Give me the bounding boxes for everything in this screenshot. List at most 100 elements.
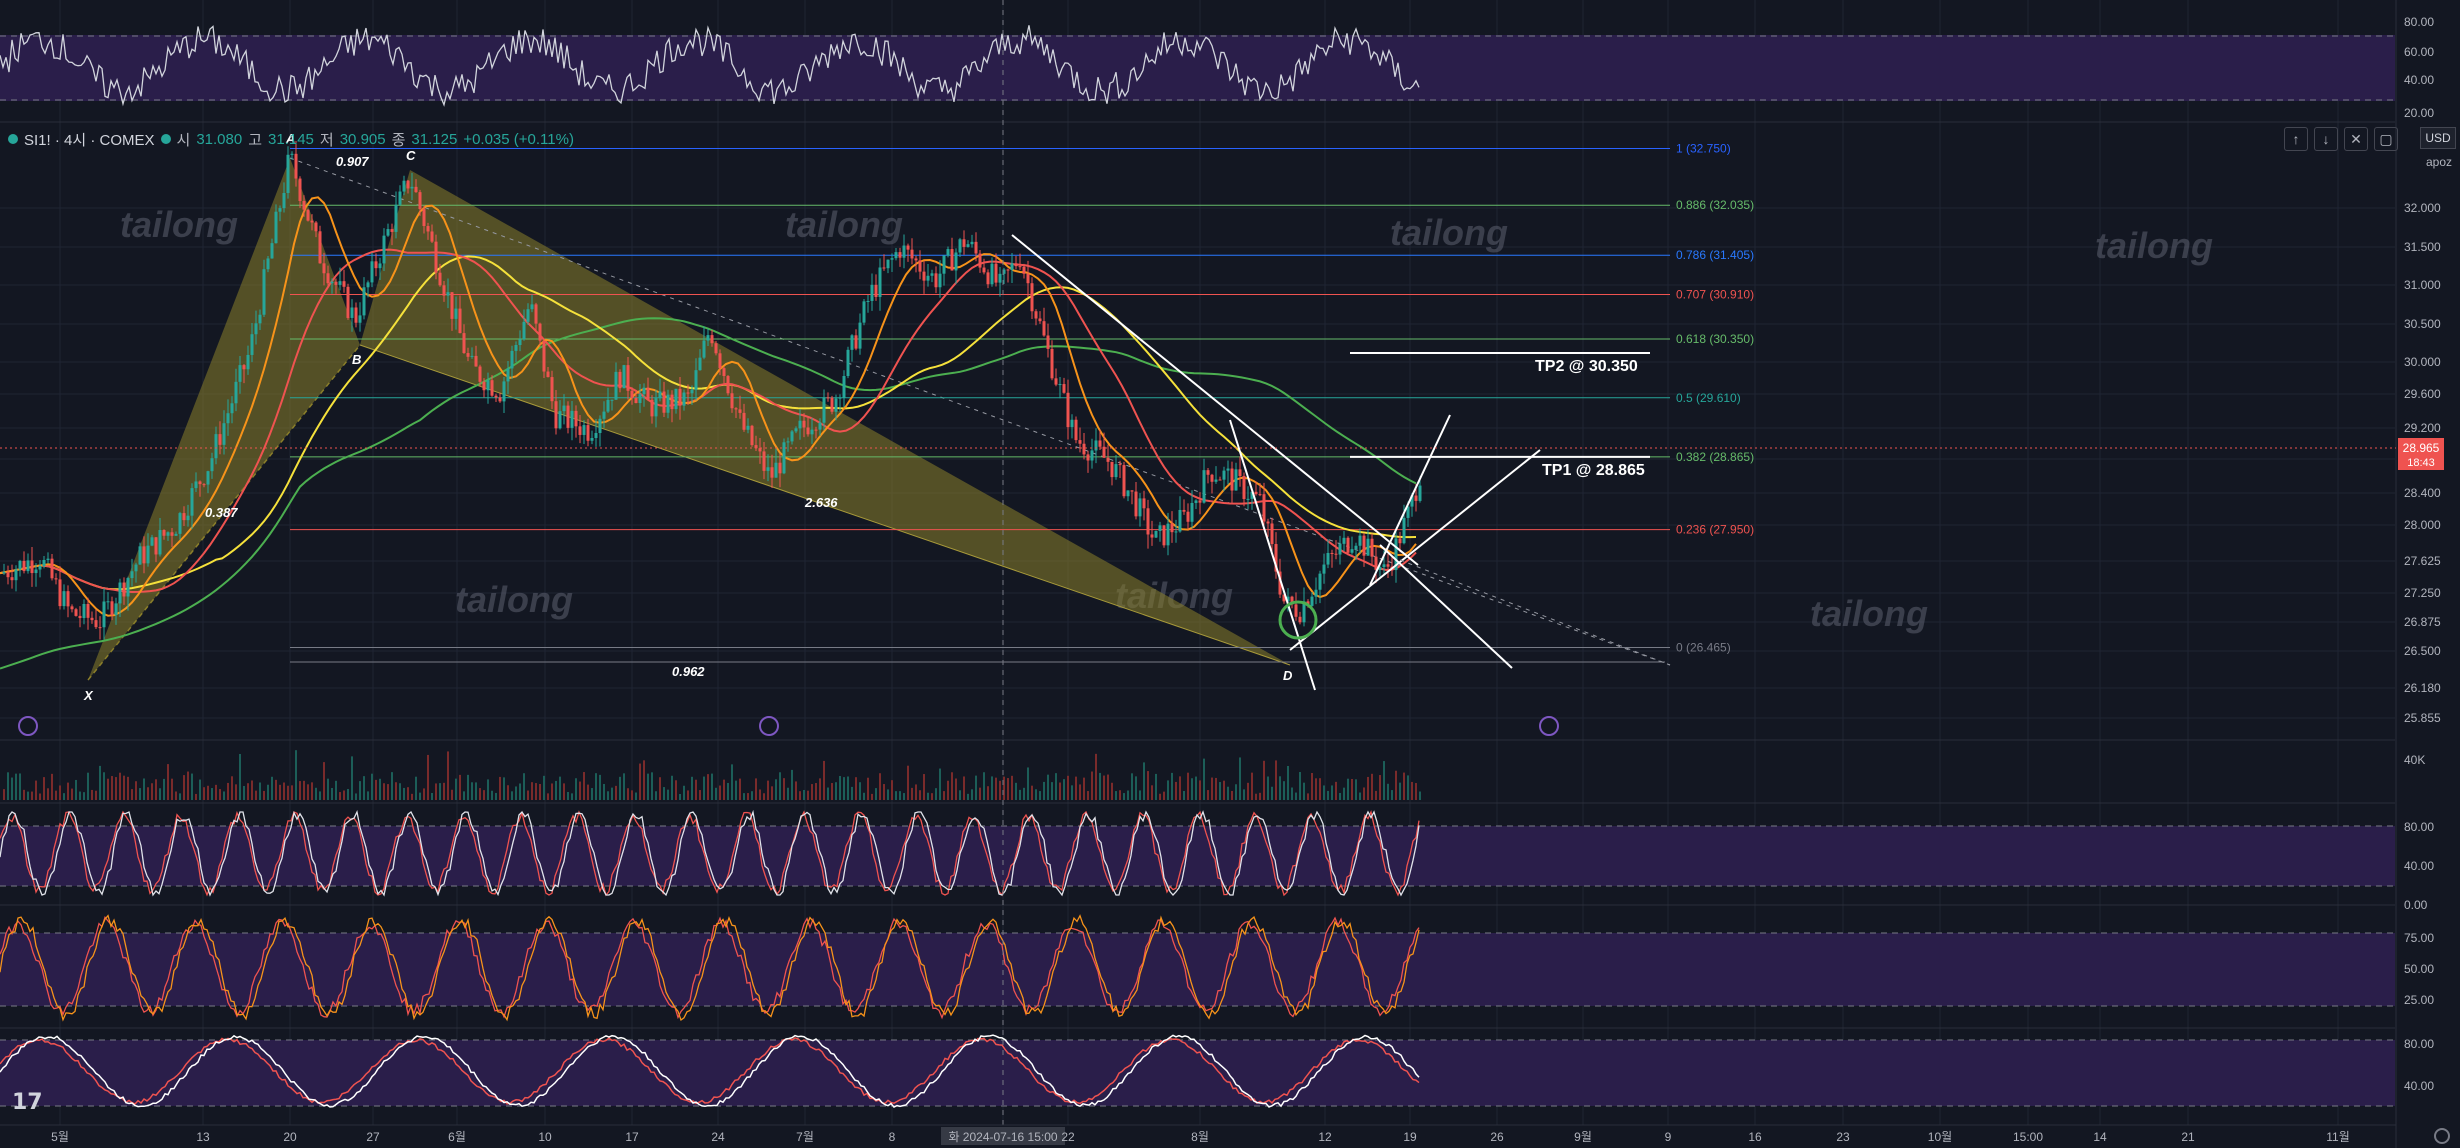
candle-body	[1094, 440, 1098, 451]
candle-body	[942, 255, 946, 274]
volume-bar	[1079, 784, 1081, 800]
candle-body	[10, 577, 14, 581]
candle-body	[478, 366, 482, 382]
volume-bar	[1195, 776, 1197, 800]
volume-bar	[1355, 779, 1357, 800]
jump-arrow-icon[interactable]	[1539, 716, 1559, 736]
volume-bar	[731, 764, 733, 800]
move-down-button[interactable]: ↓	[2314, 127, 2338, 151]
time-axis-label: 12	[1318, 1130, 1332, 1144]
volume-bar	[323, 762, 325, 800]
candle-body	[86, 603, 90, 618]
ma-mid-line	[0, 248, 1417, 594]
time-axis-label: 5월	[51, 1130, 69, 1144]
move-up-button[interactable]: ↑	[2284, 127, 2308, 151]
volume-bar	[391, 772, 393, 800]
candle-body	[118, 582, 122, 604]
volume-bar	[1291, 787, 1293, 800]
candle-body	[162, 530, 166, 536]
volume-bar	[1179, 776, 1181, 800]
time-axis-label: 8	[889, 1130, 896, 1144]
settings-gear-icon[interactable]	[2434, 1128, 2450, 1144]
volume-bar	[515, 786, 517, 800]
collapse-button[interactable]: ✕	[2344, 127, 2368, 151]
volume-bar	[1107, 774, 1109, 800]
candle-body	[98, 627, 102, 629]
price-axis-label: 31.500	[2404, 240, 2441, 254]
pane3-axis-label: 50.00	[2404, 962, 2434, 976]
candle-body	[334, 281, 338, 285]
volume-bar	[1271, 786, 1273, 800]
volume-bar	[1375, 790, 1377, 800]
candle-body	[1154, 530, 1158, 538]
candle-body	[1298, 616, 1302, 623]
candle-body	[910, 249, 914, 259]
jump-arrow-icon[interactable]	[18, 716, 38, 736]
volume-bar	[187, 771, 189, 800]
candle-body	[646, 387, 650, 400]
candle-body	[266, 258, 270, 270]
candle-body	[126, 578, 130, 597]
volume-bar	[627, 788, 629, 800]
nav-arrows[interactable]	[18, 716, 1559, 736]
volume-bar	[167, 764, 169, 800]
scale-mode-selector[interactable]: apoz	[2425, 155, 2453, 169]
candle-body	[1206, 470, 1210, 475]
volume-bar	[1171, 772, 1173, 800]
volume-bar	[779, 772, 781, 800]
volume-bar	[875, 788, 877, 800]
candle-body	[534, 304, 538, 324]
volume-bar	[1207, 790, 1209, 800]
candle-body	[106, 601, 110, 603]
restore-button[interactable]: ▢	[2374, 127, 2398, 151]
price-axis[interactable]: 32.000 31.500 31.000 30.500 30.000 29.600 29.2…	[2404, 15, 2441, 1093]
candle-body	[66, 591, 70, 607]
candle-body	[762, 451, 766, 471]
candle-body	[1274, 544, 1278, 572]
volume-bar	[727, 782, 729, 800]
candle-body	[1270, 523, 1274, 545]
volume-bar	[679, 793, 681, 800]
price-axis-label: 26.875	[2404, 615, 2441, 629]
current-price-box	[2398, 438, 2444, 470]
candle-body	[302, 201, 306, 210]
candle-body	[1294, 604, 1298, 617]
price-axis-label: 31.000	[2404, 278, 2441, 292]
symbol-label[interactable]: SI1! · 4시 · COMEX	[24, 131, 155, 149]
volume-bar	[927, 792, 929, 800]
volume-bar	[931, 793, 933, 800]
candle-body	[1002, 269, 1006, 274]
candle-body	[410, 186, 414, 189]
candle-body	[610, 399, 614, 401]
volume-bar	[943, 791, 945, 800]
candle-body	[598, 418, 602, 433]
jump-arrow-icon[interactable]	[759, 716, 779, 736]
candle-body	[558, 411, 562, 429]
candle-body	[442, 285, 446, 296]
volume-bar	[475, 782, 477, 800]
volume-bar	[247, 783, 249, 800]
volume-bar	[183, 775, 185, 800]
candle-body	[986, 272, 990, 285]
candle-body	[518, 339, 522, 346]
candle-body	[846, 349, 850, 377]
tradingview-logo[interactable]: 17	[12, 1090, 43, 1115]
volume-bar	[1275, 760, 1277, 800]
volume-bar	[675, 780, 677, 800]
candle-body	[14, 569, 18, 581]
candle-body	[898, 252, 902, 258]
candle-body	[166, 532, 170, 536]
candle-body	[630, 390, 634, 399]
candle-body	[1214, 479, 1218, 482]
candle-body	[1066, 392, 1070, 428]
candle-body	[1210, 474, 1214, 482]
candle-body	[482, 381, 486, 391]
volume-bar	[975, 775, 977, 800]
candle-body	[122, 582, 126, 597]
candle-body	[470, 355, 474, 357]
currency-selector[interactable]: USD	[2420, 127, 2456, 149]
time-axis[interactable]: 5월 13 20 27 6월 10 17 24 7월 8 화 2024-07-16 15:00 22 8…	[51, 1127, 2350, 1145]
time-axis-label: 15:00	[2013, 1130, 2043, 1144]
market-status-icon	[160, 134, 171, 144]
